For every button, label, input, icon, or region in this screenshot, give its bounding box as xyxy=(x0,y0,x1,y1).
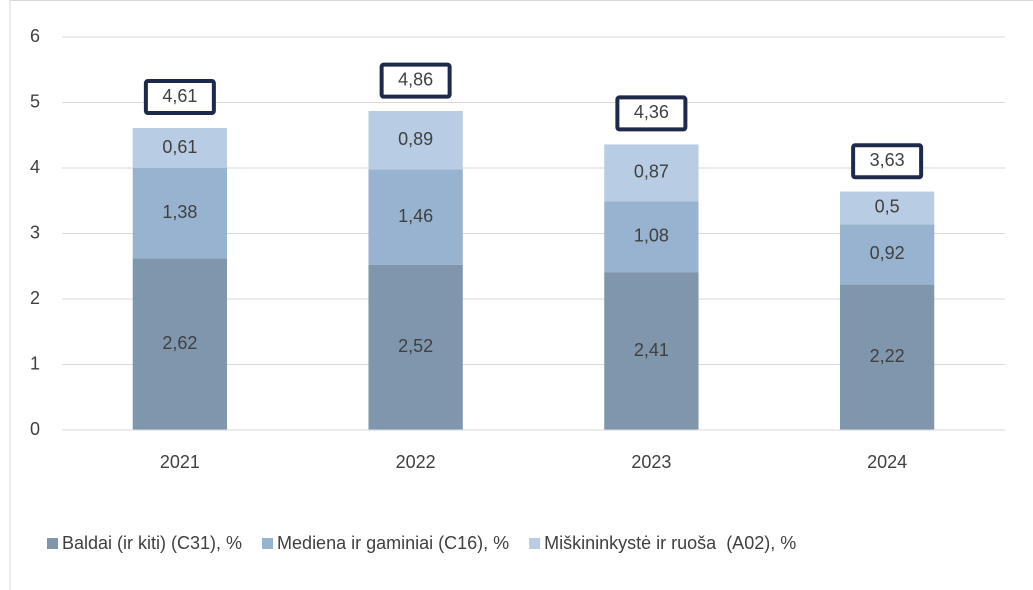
bar-segment xyxy=(132,128,228,168)
legend-label: Baldai (ir kiti) (C31), % xyxy=(62,533,242,553)
data-label: 2,62 xyxy=(162,333,197,353)
legend-label: Mediena ir gaminiai (C16), % xyxy=(277,533,509,553)
data-label: 0,89 xyxy=(398,129,433,149)
bar-segment xyxy=(604,144,699,202)
total-box xyxy=(851,143,924,180)
bar-segment xyxy=(368,111,463,170)
legend-swatch xyxy=(529,538,541,549)
y-tick-label: 1 xyxy=(30,353,40,373)
data-label: 2,22 xyxy=(870,346,905,366)
total-box xyxy=(615,95,688,132)
total-label: 4,86 xyxy=(398,69,433,89)
y-tick-label: 3 xyxy=(30,222,40,242)
x-tick-label: 2021 xyxy=(160,452,200,472)
data-label: 1,08 xyxy=(634,226,669,246)
bar-segment xyxy=(839,224,935,285)
bar-segment xyxy=(604,272,699,430)
total-box xyxy=(379,62,452,99)
data-label: 0,87 xyxy=(634,162,669,182)
data-label: 1,38 xyxy=(162,202,197,222)
total-label: 3,63 xyxy=(870,150,905,170)
total-label: 4,36 xyxy=(634,102,669,122)
total-label: 4,61 xyxy=(162,86,197,106)
data-label: 1,46 xyxy=(398,206,433,226)
bar-segment xyxy=(604,201,699,273)
y-tick-label: 5 xyxy=(30,91,40,111)
data-label: 2,52 xyxy=(398,336,433,356)
bar-segment xyxy=(368,264,463,430)
data-label: 2,41 xyxy=(634,340,669,360)
legend-label: Miškininkystė ir ruoša (A02), % xyxy=(544,533,796,553)
bar-segment xyxy=(839,284,935,430)
x-tick-label: 2023 xyxy=(631,452,671,472)
x-tick-label: 2024 xyxy=(867,452,907,472)
data-label: 0,5 xyxy=(875,197,900,217)
legend-swatch xyxy=(262,538,274,549)
bar-segment xyxy=(368,169,463,265)
y-tick-label: 2 xyxy=(30,288,40,308)
x-tick-label: 2022 xyxy=(396,452,436,472)
y-tick-label: 0 xyxy=(30,419,40,439)
bar-segment xyxy=(132,258,228,430)
data-label: 0,61 xyxy=(162,137,197,157)
bar-segment xyxy=(132,168,228,259)
legend-swatch xyxy=(47,538,58,549)
y-tick-label: 6 xyxy=(30,26,40,46)
data-label: 0,92 xyxy=(870,243,905,263)
bar-segment xyxy=(839,191,935,225)
y-tick-label: 4 xyxy=(30,157,40,177)
total-box xyxy=(143,79,216,116)
